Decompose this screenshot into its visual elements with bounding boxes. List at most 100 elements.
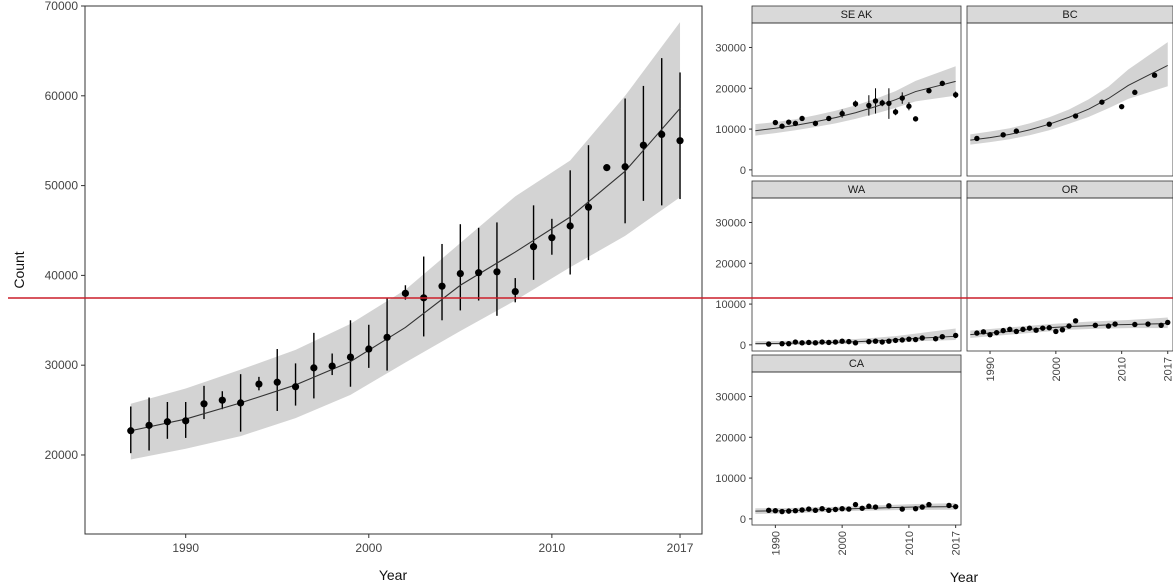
facet-ci-band bbox=[755, 328, 956, 345]
data-point bbox=[365, 345, 373, 353]
data-point bbox=[603, 164, 611, 172]
facet-data-point bbox=[939, 80, 946, 87]
facet-data-point bbox=[939, 334, 946, 340]
facet-y-tick-label: 0 bbox=[740, 514, 746, 526]
facet-data-point bbox=[1132, 321, 1138, 328]
facet-data-point bbox=[872, 338, 879, 344]
data-point bbox=[328, 362, 336, 370]
facet-fit-line bbox=[755, 335, 956, 345]
facet-data-point bbox=[846, 338, 852, 345]
data-point bbox=[273, 378, 281, 386]
facet-data-point bbox=[946, 502, 952, 509]
facet-data-point bbox=[786, 508, 792, 514]
facet-fit-line bbox=[755, 506, 956, 512]
facet-data-point bbox=[839, 338, 845, 344]
facet-data-point bbox=[1026, 325, 1033, 331]
facet-data-point bbox=[765, 507, 772, 514]
facet-data-point bbox=[765, 341, 772, 347]
main-panel: 20000 30000 40000 50000 60000 70000 1990 2000 2… bbox=[11, 0, 703, 583]
facet-data-point bbox=[1013, 128, 1020, 134]
facet-data-point bbox=[926, 88, 932, 94]
facet-data-point bbox=[1151, 72, 1158, 78]
facet-y-tick-label: 30000 bbox=[715, 391, 746, 403]
facet-data-point bbox=[1105, 323, 1112, 329]
data-point bbox=[383, 333, 391, 341]
facet-panels: SE AK0100002000030000BCWA010000200003000… bbox=[715, 5, 1173, 555]
facet-data-point bbox=[886, 503, 892, 509]
facet-data-point bbox=[952, 332, 959, 339]
facet-data-point bbox=[786, 340, 792, 347]
facet-data-point bbox=[892, 109, 899, 115]
facet-data-point bbox=[1013, 328, 1020, 335]
data-point bbox=[584, 203, 593, 211]
facet-x-tick-label: 2000 bbox=[1051, 357, 1063, 381]
data-point bbox=[493, 268, 501, 276]
facet-strip-label: WA bbox=[848, 184, 866, 196]
facet-data-point bbox=[792, 508, 799, 514]
facet-fit-line bbox=[970, 64, 1168, 141]
facet-data-point bbox=[892, 337, 899, 344]
main-x-axis-title: Year bbox=[379, 567, 408, 583]
facet-data-point bbox=[852, 340, 859, 346]
facet-data-point bbox=[806, 339, 812, 346]
facet-data-point bbox=[866, 338, 872, 345]
facet-data-point bbox=[899, 95, 905, 101]
facet-data-point bbox=[926, 501, 932, 508]
facet-panel: CA 0 10000 20000 30000 1990 2000 2010 2017 bbox=[715, 354, 963, 555]
facet-data-point bbox=[952, 92, 959, 98]
fit-line bbox=[130, 108, 681, 432]
facet-data-point bbox=[974, 135, 980, 142]
data-point bbox=[475, 269, 483, 277]
facet-data-point bbox=[1112, 321, 1118, 327]
facet-data-point bbox=[919, 335, 925, 341]
data-point bbox=[456, 269, 464, 278]
y-tick-label: 60000 bbox=[45, 89, 79, 103]
y-tick-label: 20000 bbox=[45, 448, 79, 462]
data-point bbox=[438, 282, 446, 290]
facet-y-tick-label: 30000 bbox=[715, 42, 746, 54]
facet-data-point bbox=[819, 339, 825, 345]
facet-data-point bbox=[912, 505, 919, 512]
facet-data-point bbox=[1020, 326, 1026, 333]
facet-y-tick-label: 0 bbox=[740, 340, 746, 352]
facet-data-point bbox=[1158, 322, 1164, 328]
facet-data-point bbox=[1066, 323, 1072, 329]
facet-data-point bbox=[1092, 322, 1099, 328]
facet-data-point bbox=[1099, 99, 1105, 105]
facet-data-point bbox=[906, 336, 912, 342]
facet-strip-label: BC bbox=[1062, 9, 1077, 21]
data-point bbox=[163, 418, 171, 426]
facet-data-point bbox=[1007, 326, 1013, 333]
data-point bbox=[548, 234, 556, 242]
facet-panel: WA 0 10000 20000 30000 bbox=[715, 180, 962, 352]
facet-panel-border bbox=[966, 22, 1173, 177]
x-tick-label: 2000 bbox=[355, 541, 382, 555]
ci-band bbox=[130, 22, 681, 460]
data-point bbox=[639, 141, 648, 149]
facet-data-point bbox=[1046, 325, 1052, 331]
facet-data-point bbox=[993, 329, 1000, 336]
facet-ci-band bbox=[970, 42, 1168, 145]
y-tick-label: 70000 bbox=[45, 0, 79, 13]
facet-data-point bbox=[952, 503, 959, 510]
facet-data-point bbox=[1053, 328, 1059, 335]
x-tick-label: 1990 bbox=[172, 541, 199, 555]
data-point bbox=[310, 364, 318, 372]
facet-data-point bbox=[799, 507, 805, 513]
data-point bbox=[566, 222, 574, 230]
facet-data-point bbox=[859, 505, 865, 511]
facet-data-point bbox=[1132, 89, 1138, 96]
facet-x-tick-label: 2017 bbox=[1163, 357, 1173, 381]
facet-data-point bbox=[832, 339, 839, 345]
x-tick-label: 2010 bbox=[539, 541, 566, 555]
facet-data-point bbox=[826, 339, 832, 346]
facet-data-point bbox=[832, 506, 839, 513]
facet-data-point bbox=[886, 100, 892, 107]
data-point bbox=[200, 400, 208, 408]
facet-panel: BC bbox=[966, 5, 1173, 177]
facet-ci-band bbox=[755, 66, 956, 136]
facet-y-tick-label: 20000 bbox=[715, 258, 746, 270]
main-y-axis-title: Count bbox=[11, 251, 27, 288]
facet-data-point bbox=[852, 501, 859, 508]
facet-strip-label: OR bbox=[1062, 184, 1079, 196]
